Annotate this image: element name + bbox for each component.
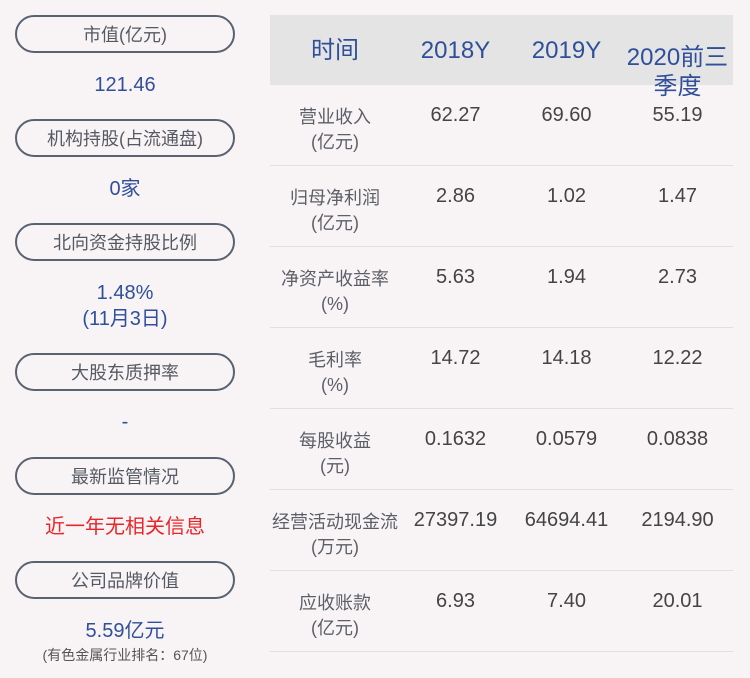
table-cell: 1.02 [547, 185, 586, 207]
header-2018: 2018Y [420, 36, 491, 64]
header-2019: 2019Y [531, 36, 602, 64]
metric-unit: (%) [321, 375, 349, 395]
table-row: 应收账款 (亿元) 6.93 7.40 20.01 [270, 571, 733, 652]
metric-name: 应收账款 [299, 593, 371, 613]
brand-value: 5.59亿元 [85, 620, 165, 642]
northbound-ratio-date: (11月3日) [82, 308, 168, 330]
institution-holding-value: 0家 [109, 178, 141, 200]
table-cell: 64694.41 [524, 509, 609, 531]
northbound-ratio-label: 北向资金持股比例 [15, 223, 235, 261]
row-label: 每股收益 (元) [270, 429, 400, 479]
regulation-value: 近一年无相关信息 [45, 516, 205, 538]
table-cell: 62.27 [430, 104, 481, 126]
market-cap-label: 市值(亿元) [15, 15, 235, 53]
header-time: 时间 [311, 36, 359, 64]
table-row: 每股收益 (元) 0.1632 0.0579 0.0838 [270, 409, 733, 490]
table-header: 时间 2018Y 2019Y 2020前三季度 [270, 15, 733, 100]
label-text: 市值(亿元) [83, 25, 167, 45]
metric-name: 净资产收益率 [281, 269, 389, 289]
header-2020q3: 2020前三季度 [626, 44, 729, 100]
table-cell: 20.01 [652, 590, 703, 612]
table-cell: 2.73 [658, 266, 697, 288]
table-cell: 0.1632 [424, 428, 487, 450]
table-cell: 5.63 [436, 266, 475, 288]
metric-name: 经营活动现金流 [272, 512, 398, 532]
table-cell: 1.47 [658, 185, 697, 207]
label-text: 公司品牌价值 [71, 571, 179, 591]
table-row: 营业收入 (亿元) 62.27 69.60 55.19 [270, 85, 733, 166]
table-row: 净资产收益率 (%) 5.63 1.94 2.73 [270, 247, 733, 328]
row-label: 应收账款 (亿元) [270, 591, 400, 641]
metric-unit: (%) [321, 294, 349, 314]
table-cell: 0.0838 [646, 428, 709, 450]
table-cell: 0.0579 [535, 428, 598, 450]
table-cell: 14.72 [430, 347, 481, 369]
table-row: 毛利率 (%) 14.72 14.18 12.22 [270, 328, 733, 409]
regulation-label: 最新监管情况 [15, 457, 235, 495]
institution-holding-label: 机构持股(占流通盘) [15, 119, 235, 157]
table-cell: 55.19 [652, 104, 703, 126]
row-label: 归母净利润 (亿元) [270, 186, 400, 236]
brand-value-label: 公司品牌价值 [15, 561, 235, 599]
metric-unit: (亿元) [311, 213, 359, 233]
metric-unit: (亿元) [311, 132, 359, 152]
table-cell: 7.40 [547, 590, 586, 612]
row-label: 净资产收益率 (%) [270, 267, 400, 317]
table-cell: 1.94 [547, 266, 586, 288]
metric-name: 毛利率 [308, 350, 362, 370]
brand-rank-note: (有色金属行业排名：67位) [42, 647, 208, 663]
label-text: 机构持股(占流通盘) [47, 129, 203, 149]
table-cell: 27397.19 [413, 509, 498, 531]
table-cell: 2194.90 [641, 509, 714, 531]
label-text: 北向资金持股比例 [53, 233, 197, 253]
metric-name: 每股收益 [299, 431, 371, 451]
label-text: 大股东质押率 [71, 363, 179, 383]
row-label: 经营活动现金流 (万元) [270, 510, 400, 560]
table-cell: 14.18 [541, 347, 592, 369]
metric-name: 营业收入 [299, 107, 371, 127]
metric-unit: (亿元) [311, 618, 359, 638]
metric-unit: (万元) [311, 537, 359, 557]
table-cell: 6.93 [436, 590, 475, 612]
pledge-ratio-value: - [121, 411, 129, 433]
table-cell: 12.22 [652, 347, 703, 369]
financial-table: 时间 2018Y 2019Y 2020前三季度 营业收入 (亿元) 62.27 69.… [270, 15, 733, 652]
metric-name: 归母净利润 [290, 188, 380, 208]
metric-unit: (元) [320, 456, 350, 476]
table-row: 归母净利润 (亿元) 2.86 1.02 1.47 [270, 166, 733, 247]
market-cap-value: 121.46 [94, 74, 156, 96]
row-label: 毛利率 (%) [270, 348, 400, 398]
pledge-ratio-label: 大股东质押率 [15, 353, 235, 391]
label-text: 最新监管情况 [71, 467, 179, 487]
table-cell: 2.86 [436, 185, 475, 207]
table-row: 经营活动现金流 (万元) 27397.19 64694.41 2194.90 [270, 490, 733, 571]
table-cell: 69.60 [541, 104, 592, 126]
northbound-ratio-value: 1.48% [96, 282, 154, 304]
row-label: 营业收入 (亿元) [270, 105, 400, 155]
